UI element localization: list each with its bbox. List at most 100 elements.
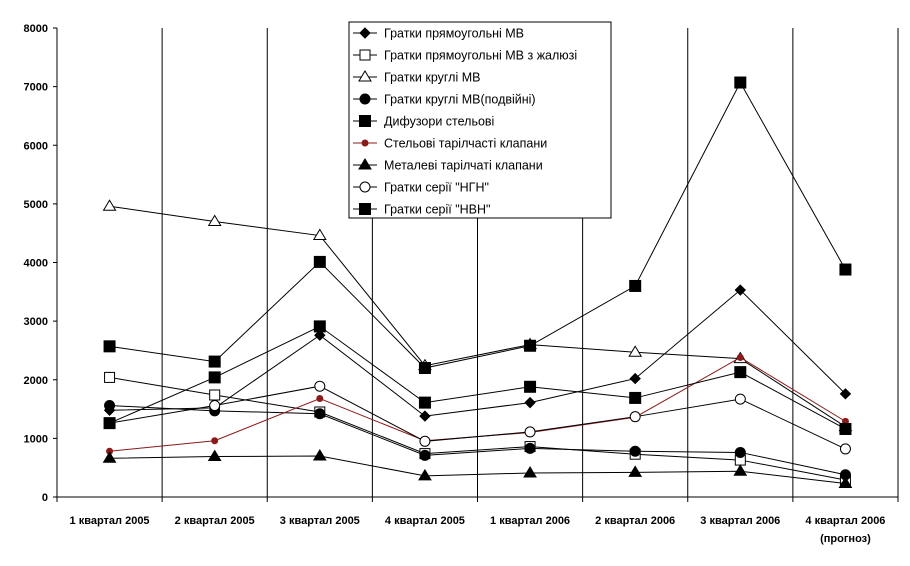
data-point (208, 355, 221, 368)
data-point (629, 372, 641, 385)
data-point (314, 408, 326, 420)
legend-item: Гратки круглі МВ(подвійні) (353, 93, 536, 107)
series-line (109, 405, 846, 476)
data-point (734, 446, 746, 458)
legend-label: Гратки круглі МВ(подвійні) (384, 93, 536, 107)
series-4 (104, 400, 851, 481)
series-7 (102, 448, 853, 489)
data-point (628, 465, 643, 477)
data-point (314, 380, 326, 392)
data-point (629, 411, 641, 423)
series-9 (103, 320, 852, 435)
series-lines (102, 76, 853, 489)
legend-label: Гратки серії "НГН" (384, 181, 489, 195)
data-point (361, 139, 369, 147)
data-point (418, 362, 431, 375)
data-point (629, 279, 642, 292)
y-tick-label: 4000 (24, 258, 48, 270)
data-point (313, 255, 326, 268)
data-point (839, 443, 851, 455)
series-line (109, 325, 846, 430)
y-tick-label: 6000 (24, 140, 48, 152)
data-point (312, 448, 327, 461)
y-tick-label: 3000 (24, 316, 48, 328)
data-point (524, 426, 536, 438)
data-point (104, 371, 116, 383)
data-point (104, 400, 116, 412)
data-point (359, 115, 371, 127)
data-point (314, 329, 326, 341)
legend-label: Гратки круглі МВ (384, 71, 480, 85)
legend-item: Металеві тарілчаті клапани (353, 158, 543, 173)
data-point (736, 353, 744, 361)
legend: Гратки прямоугольні МВ Гратки прямоугольн… (348, 21, 612, 219)
data-point (211, 437, 219, 445)
data-point (733, 464, 748, 476)
x-tick-label: 1 квартал 2006 (490, 515, 570, 527)
data-point (629, 445, 641, 457)
x-tick-label: 1 квартал 2005 (70, 515, 150, 527)
x-tick-label: 4 квартал 2006 (805, 515, 885, 527)
data-point (103, 417, 116, 430)
legend-item: Дифузори стельові (353, 115, 494, 129)
y-tick-label: 0 (42, 492, 48, 504)
x-tick-label: 3 квартал 2006 (700, 515, 780, 527)
data-point (839, 422, 852, 435)
y-tick-label: 2000 (24, 375, 48, 387)
data-point (839, 388, 852, 400)
data-point (523, 465, 537, 478)
series-5 (103, 76, 852, 375)
data-point (103, 340, 116, 353)
data-point (359, 49, 371, 61)
data-point (734, 393, 746, 405)
data-point (734, 76, 747, 89)
data-point (359, 203, 371, 215)
data-point (419, 449, 431, 461)
x-tick-label: 2 квартал 2006 (595, 515, 675, 527)
data-point (312, 228, 327, 241)
y-tick-label: 7000 (24, 82, 48, 94)
x-tick-label: (прогноз) (820, 533, 871, 545)
series-line (109, 81, 846, 369)
data-point (839, 263, 852, 276)
data-point (359, 93, 371, 105)
y-tick-label: 8000 (24, 23, 48, 35)
data-point (207, 214, 222, 226)
data-point (734, 284, 747, 296)
axes: 0 1000 2000 3000 4000 5000 6000 7000 8000 1 кварт… (24, 23, 899, 545)
data-point (524, 396, 536, 409)
series-line (109, 455, 846, 485)
legend-item: Гратки круглі МВ (353, 70, 480, 85)
data-point (208, 371, 221, 384)
data-point (734, 366, 747, 379)
data-point (359, 27, 371, 39)
series-8 (104, 380, 851, 455)
legend-label: Гратки прямоугольні МВ (384, 27, 524, 41)
data-point (418, 396, 431, 409)
data-point (359, 181, 371, 193)
x-tick-label: 4 квартал 2005 (385, 515, 465, 527)
data-point (628, 345, 643, 357)
legend-item: Гратки прямоугольні МВ (353, 27, 524, 41)
legend-item: Стельові тарілчасті клапани (353, 137, 547, 151)
x-tick-label: 3 квартал 2005 (280, 515, 360, 527)
data-point (316, 395, 324, 403)
legend-item: Гратки серії "НВН" (353, 203, 491, 217)
legend-label: Гратки прямоугольні МВ з жалюзі (384, 49, 577, 63)
data-point (524, 380, 537, 393)
data-point (629, 391, 642, 404)
data-point (358, 158, 372, 170)
y-tick-label: 1000 (24, 433, 48, 445)
x-tick-label: 2 квартал 2005 (175, 515, 255, 527)
legend-label: Дифузори стельові (384, 115, 494, 129)
series-line (109, 376, 846, 481)
legend-item: Гратки серії "НГН" (353, 181, 489, 195)
legend-item: Гратки прямоугольні МВ з жалюзі (353, 49, 577, 63)
data-point (419, 435, 431, 447)
data-point (418, 468, 432, 481)
legend-label: Гратки серії "НВН" (384, 203, 491, 217)
data-point (358, 70, 372, 82)
series-line (109, 385, 846, 450)
data-point (209, 389, 221, 401)
